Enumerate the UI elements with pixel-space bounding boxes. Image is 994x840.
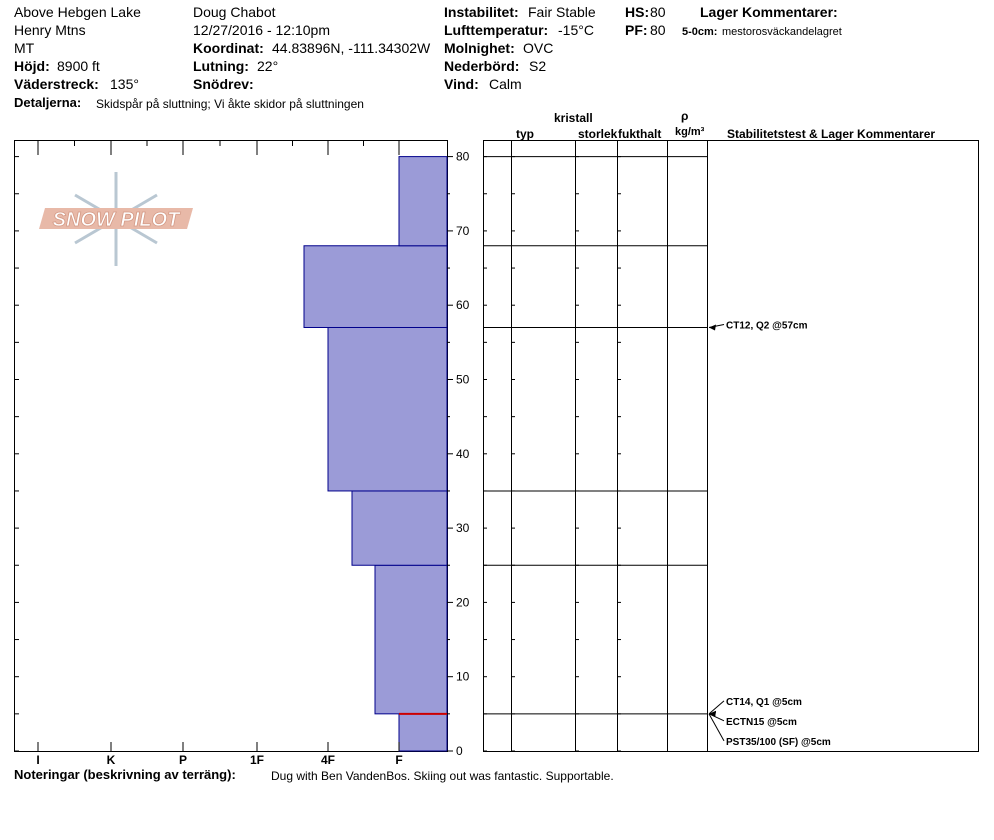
col-typ-header: typ — [516, 127, 534, 141]
state: MT — [14, 40, 35, 56]
hardness-layer-bar — [374, 564, 448, 715]
col-fukthalt-header: fukthalt — [618, 127, 662, 141]
details-label: Detaljerna: — [14, 95, 82, 110]
layer-comments-title: Lager Kommentarer: — [700, 4, 838, 20]
notes-text: Dug with Ben VandenBos. Skiing out was f… — [271, 769, 614, 783]
hardness-layer-bar — [398, 156, 448, 247]
stability-test-label: CT14, Q1 @5cm — [726, 697, 802, 708]
pf-label: PF: — [625, 22, 648, 38]
depth-tick-label: 60 — [456, 298, 470, 312]
elevation-label: Höjd: — [14, 58, 50, 74]
wind-value: Calm — [489, 76, 522, 92]
depth-tick-label: 30 — [456, 521, 470, 535]
wind-loading-label: Snödrev: — [193, 76, 254, 92]
stability-test-label: PST35/100 (SF) @5cm — [726, 737, 831, 748]
snowpilot-logo: SNOW PILOT — [39, 172, 193, 266]
coordinate-value: 44.83896N, -111.34302W — [272, 40, 431, 56]
depth-tick-label: 80 — [456, 150, 470, 164]
hardness-tick-label: P — [179, 753, 187, 767]
left-tick-marks — [14, 156, 19, 752]
depth-tick-label: 50 — [456, 373, 470, 387]
hardness-axis: I K P 1F 4F F — [36, 141, 403, 767]
hs-label: HS: — [625, 4, 650, 20]
hardness-tick-label: I — [36, 753, 39, 767]
aspect-value: 135° — [110, 76, 139, 92]
col-stability-header: Stabilitetstest & Lager Kommentarer — [727, 127, 936, 141]
depth-axis: 0 10 20 30 40 50 60 70 80 — [447, 150, 470, 758]
hardness-tick-label: 4F — [321, 753, 335, 767]
stability-test-label: ECTN15 @5cm — [726, 717, 797, 728]
notes-label: Noteringar (beskrivning av terräng): — [14, 767, 236, 782]
mountain-range: Henry Mtns — [14, 22, 86, 38]
stability-arrow — [708, 713, 725, 742]
details-value: Skidspår på sluttning; Vi åkte skidor på… — [96, 97, 364, 111]
hardness-layer-bar — [398, 713, 448, 752]
logo-banner — [39, 208, 193, 229]
observation-datetime: 12/27/2016 - 12:10pm — [193, 22, 330, 38]
layer-comment-text: mestorosväckandelagret — [722, 26, 842, 38]
hardness-layer-bar — [351, 490, 448, 566]
col-density-unit: kg/m³ — [675, 126, 705, 138]
hardness-profile — [303, 156, 448, 752]
stability-arrowhead — [709, 324, 716, 331]
layer-comment-depth: 5-0cm: — [682, 26, 718, 38]
stability-test-annotations: CT12, Q2 @57cm CT14, Q1 @5cm ECTN15 @5cm PS… — [708, 320, 831, 748]
precip-label: Nederbörd: — [444, 58, 520, 74]
hardness-layer-bar — [303, 245, 448, 328]
precip-value: S2 — [529, 58, 547, 74]
hardness-tick-label: 1F — [250, 753, 264, 767]
table-layer-lines — [483, 156, 707, 715]
location-name: Above Hebgen Lake — [14, 4, 141, 20]
hardness-tick-label: K — [107, 753, 116, 767]
layer-table-frame — [483, 140, 979, 752]
aspect-label: Väderstreck: — [14, 76, 99, 92]
sky-label: Molnighet: — [444, 40, 515, 56]
pf-value: 80 — [650, 22, 666, 38]
stability-value: Fair Stable — [528, 4, 596, 20]
hs-value: 80 — [650, 4, 666, 20]
hardness-tick-label: F — [395, 753, 402, 767]
stability-test-label: CT12, Q2 @57cm — [726, 320, 808, 331]
depth-tick-label: 20 — [456, 595, 470, 609]
depth-tick-label: 70 — [456, 224, 470, 238]
depth-tick-label: 0 — [456, 744, 463, 758]
col-rho-header: ρ — [681, 109, 689, 123]
col-storlek-header: storlek — [578, 127, 618, 141]
air-temp-label: Lufttemperatur: — [444, 22, 549, 38]
slope-label: Lutning: — [193, 58, 249, 74]
col-kristall-header: kristall — [554, 111, 593, 125]
stability-arrowhead — [709, 710, 716, 717]
observer-name: Doug Chabot — [193, 4, 276, 20]
wind-label: Vind: — [444, 76, 479, 92]
depth-tick-label: 40 — [456, 447, 470, 461]
elevation-value: 8900 ft — [57, 58, 100, 74]
slope-value: 22° — [257, 58, 279, 74]
sky-value: OVC — [523, 40, 554, 56]
depth-tick-label: 10 — [456, 670, 470, 684]
hardness-layer-bar — [327, 326, 448, 492]
coordinate-label: Koordinat: — [193, 40, 264, 56]
stability-label: Instabilitet: — [444, 4, 519, 20]
air-temp-value: -15°C — [558, 22, 594, 38]
stability-arrow — [708, 700, 725, 715]
logo-text: SNOW PILOT — [53, 209, 181, 231]
